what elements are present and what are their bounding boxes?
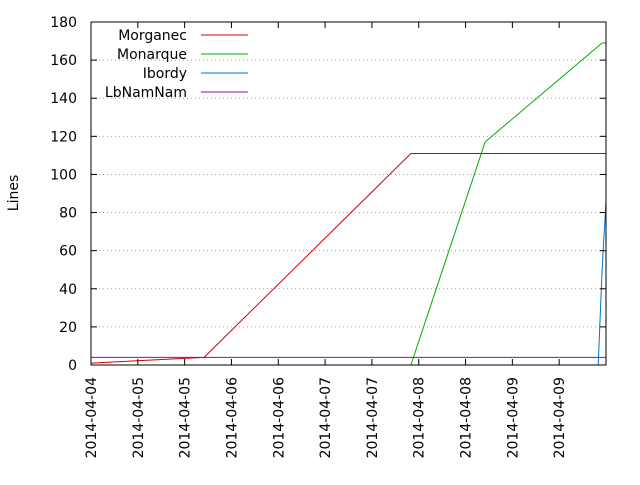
x-tick-label: 2014-04-09 [552,377,568,458]
x-tick-label: 2014-04-06 [224,377,240,458]
plot-frame [90,21,607,366]
x-tick-label: 2014-04-09 [505,377,521,458]
x-tick-label: 2014-04-05 [178,377,194,458]
y-tick-label: 160 [50,53,77,69]
series-layer [90,42,607,366]
x-tick-label: 2014-04-08 [412,377,428,458]
legend-label: LbNamNam [105,85,187,101]
y-tick-label: 40 [59,282,77,298]
series-line-ibordy [597,201,607,366]
legend-label: Monarque [117,47,187,63]
legend: Morganec Monarque Ibordy LbNamNam [105,28,248,101]
y-axis-ticks: 0 20 40 60 80 100 120 140 160 180 [50,15,606,374]
legend-label: Ibordy [143,66,187,82]
y-tick-label: 180 [50,15,77,31]
legend-label: Morganec [118,28,187,44]
x-axis-ticks: 2014-04-04 2014-04-05 2014-04-05 2014-04-06… [84,22,568,458]
y-tick-label: 20 [59,320,77,336]
x-tick-label: 2014-04-07 [365,377,381,458]
y-tick-label: 100 [50,167,77,183]
x-tick-label: 2014-04-08 [459,377,475,458]
series-line-morganec [90,153,606,364]
y-tick-label: 120 [50,129,77,145]
y-tick-label: 0 [68,358,77,374]
y-tick-label: 80 [59,206,77,222]
y-tick-label: 140 [50,91,77,107]
series-line-monarque [410,42,606,366]
x-tick-label: 2014-04-06 [271,377,287,458]
y-tick-label: 60 [59,244,77,260]
x-tick-label: 2014-04-04 [84,377,100,458]
y-axis-label: Lines [6,175,22,211]
x-tick-label: 2014-04-07 [318,377,334,458]
x-tick-label: 2014-04-05 [131,377,147,458]
